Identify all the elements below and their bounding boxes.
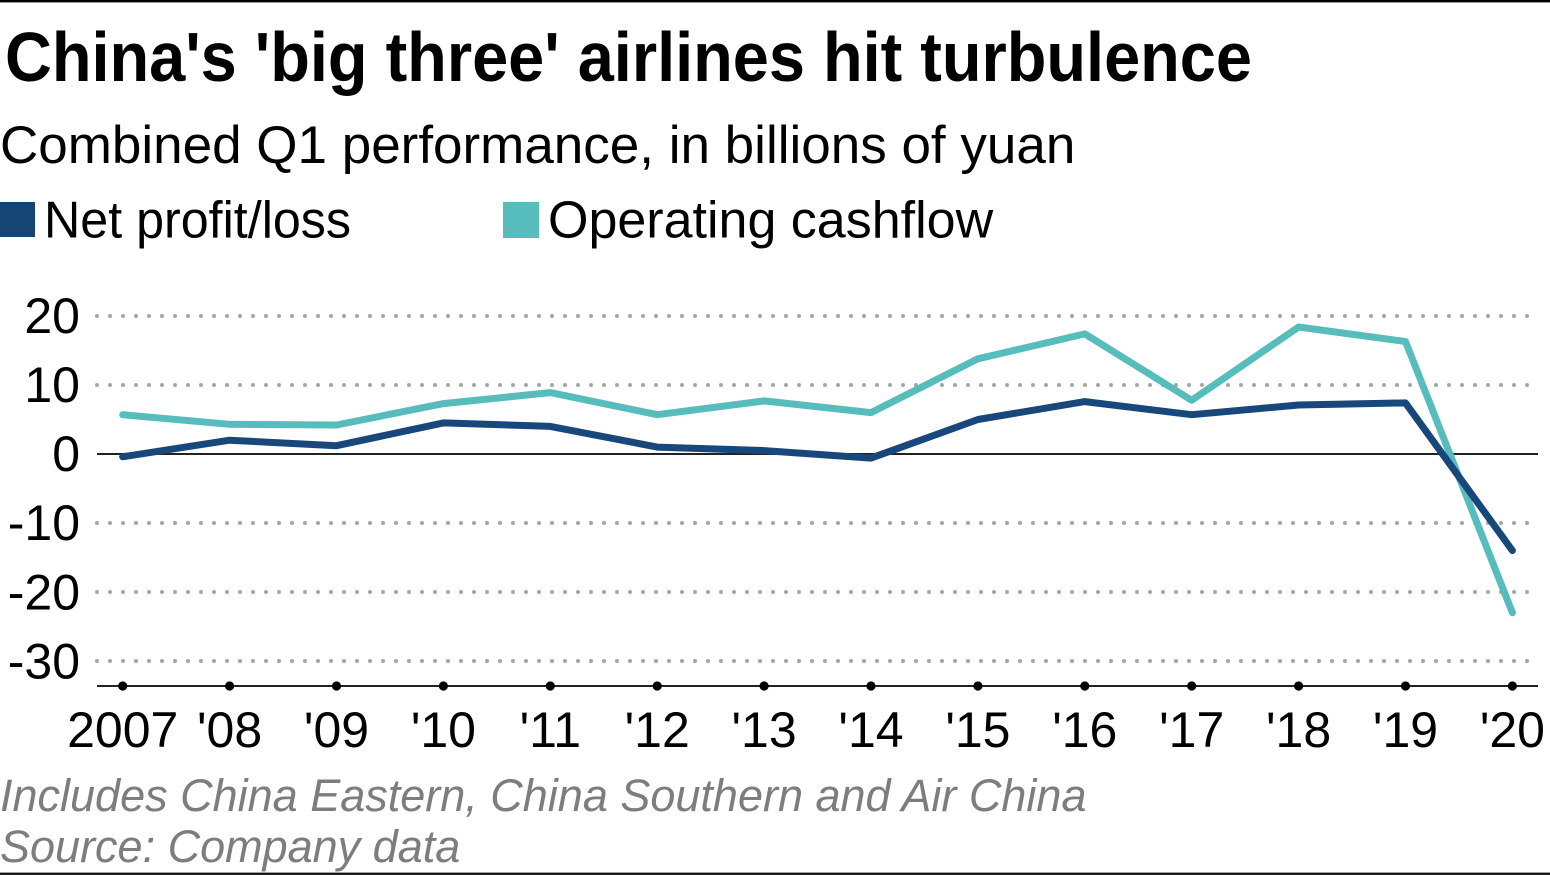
svg-text:'14: '14 bbox=[838, 702, 903, 758]
svg-text:2007: 2007 bbox=[67, 702, 178, 758]
svg-text:-30: -30 bbox=[8, 633, 80, 689]
svg-text:'12: '12 bbox=[625, 702, 690, 758]
svg-text:'18: '18 bbox=[1266, 702, 1331, 758]
svg-text:'15: '15 bbox=[945, 702, 1010, 758]
svg-text:10: 10 bbox=[24, 357, 80, 413]
svg-text:'17: '17 bbox=[1159, 702, 1224, 758]
svg-text:China's 'big three' airlines h: China's 'big three' airlines hit turbule… bbox=[5, 18, 1252, 96]
svg-text:-20: -20 bbox=[8, 564, 80, 620]
svg-text:-10: -10 bbox=[8, 495, 80, 551]
svg-text:0: 0 bbox=[52, 426, 80, 482]
svg-text:'11: '11 bbox=[520, 702, 581, 758]
svg-text:20: 20 bbox=[24, 288, 80, 344]
svg-text:'13: '13 bbox=[732, 702, 797, 758]
svg-text:Includes China Eastern, China: Includes China Eastern, China Southern a… bbox=[0, 770, 1086, 821]
svg-text:'16: '16 bbox=[1052, 702, 1117, 758]
svg-text:Combined Q1 performance, in bi: Combined Q1 performance, in billions of … bbox=[0, 116, 1075, 175]
svg-text:Net profit/loss: Net profit/loss bbox=[44, 192, 351, 250]
svg-text:Operating cashflow: Operating cashflow bbox=[548, 192, 994, 250]
svg-text:'10: '10 bbox=[411, 702, 476, 758]
svg-text:'09: '09 bbox=[304, 702, 369, 758]
svg-text:'08: '08 bbox=[197, 702, 262, 758]
svg-text:'20: '20 bbox=[1480, 702, 1545, 758]
svg-text:Source: Company data: Source: Company data bbox=[0, 821, 460, 872]
svg-text:'19: '19 bbox=[1373, 702, 1438, 758]
